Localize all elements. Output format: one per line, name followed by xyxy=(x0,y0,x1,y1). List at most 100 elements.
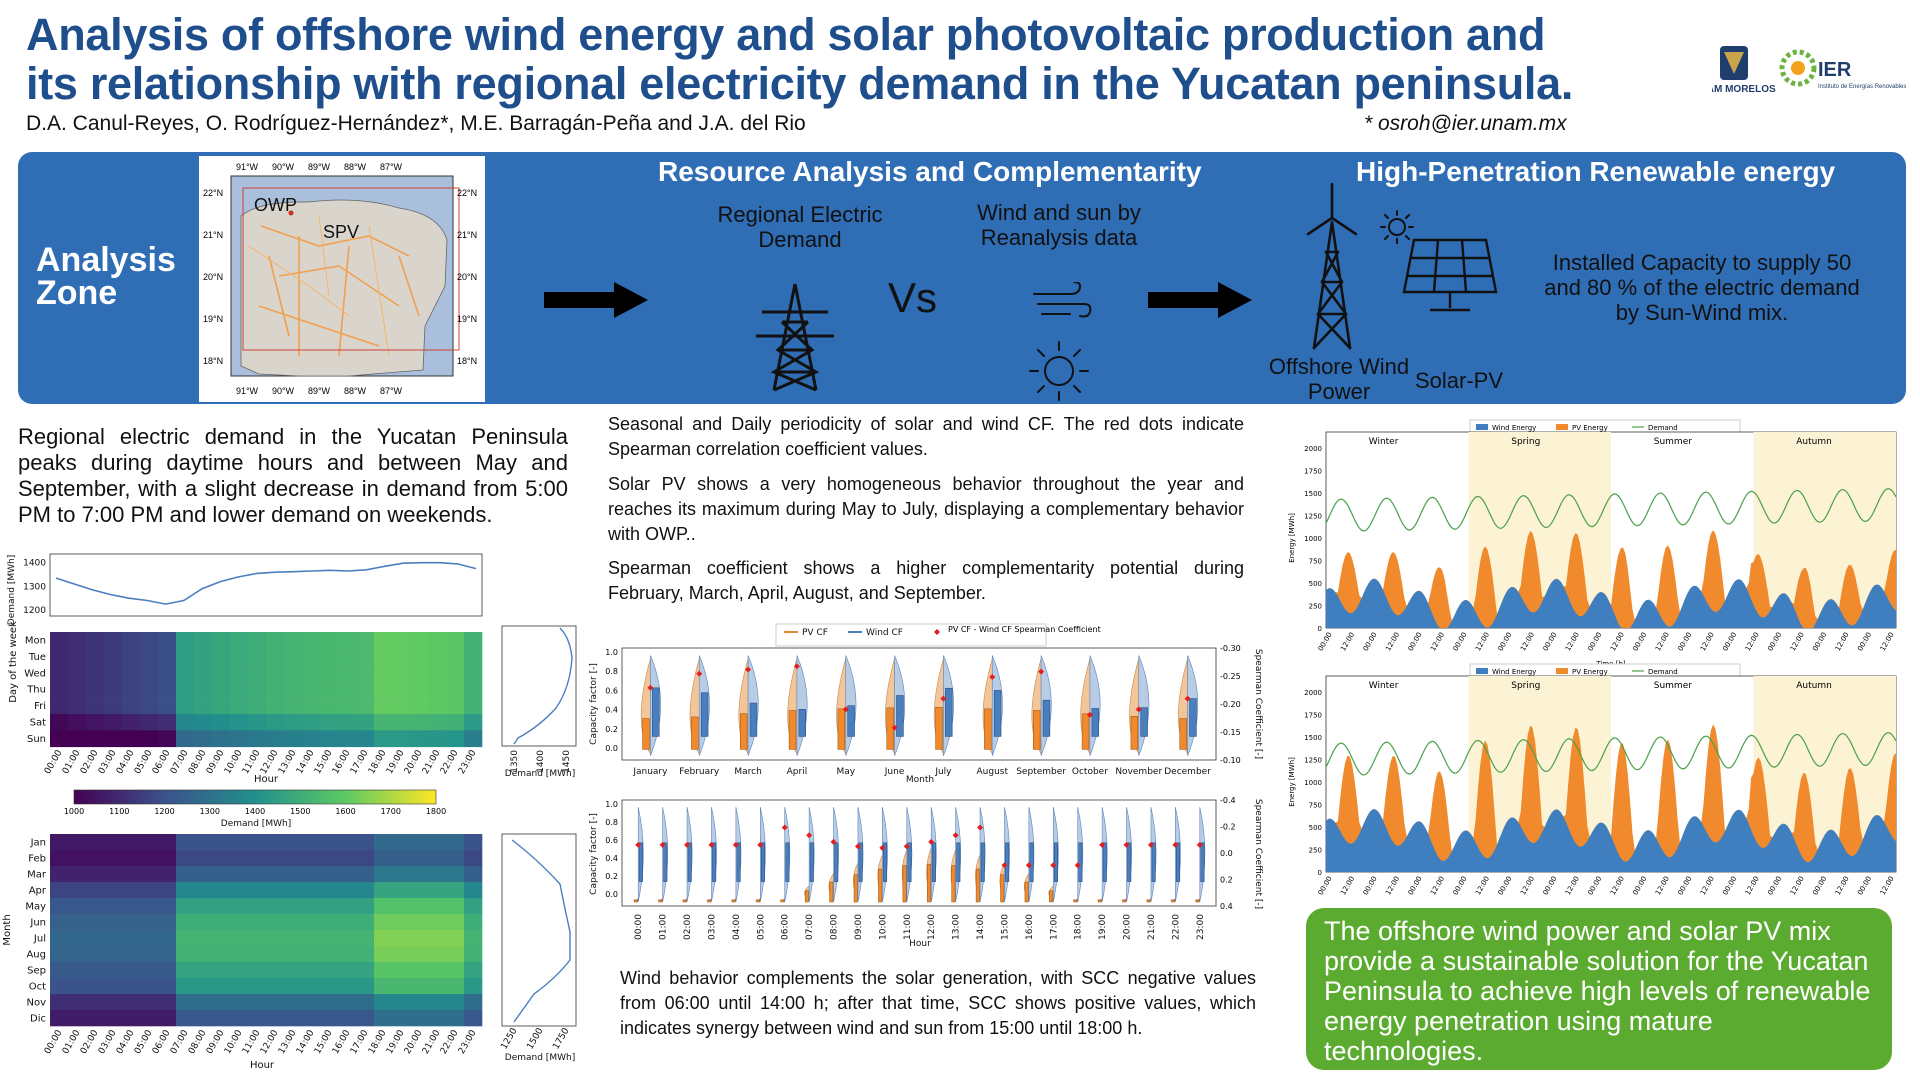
season-label: Summer xyxy=(1654,681,1692,691)
heatmap-cell xyxy=(464,714,483,731)
energy-xtick: 12:00 xyxy=(1654,875,1671,896)
heatmap-cell xyxy=(248,946,267,963)
colorbar xyxy=(73,789,437,805)
heatmap-cell xyxy=(446,681,465,698)
heatmap-cell xyxy=(428,898,447,915)
month-label: Aug xyxy=(26,950,46,961)
heatmap-cell xyxy=(446,946,465,963)
pv-box xyxy=(1179,718,1187,750)
pv-box xyxy=(634,899,639,903)
heatmap-cell xyxy=(266,866,285,883)
heatmap-cell xyxy=(428,714,447,731)
cbar-tick: 1600 xyxy=(335,807,355,816)
heatmap-cell xyxy=(176,978,195,995)
heatmap-cell xyxy=(68,850,87,867)
heatmap-cell xyxy=(464,632,483,649)
pv-box xyxy=(927,863,932,903)
pv-box xyxy=(951,865,956,903)
heatmap-cell xyxy=(50,898,69,915)
heatmap-cell xyxy=(392,994,411,1011)
energy-ytick: 1500 xyxy=(1304,490,1322,498)
line-ytick: 1400 xyxy=(23,559,46,569)
heatmap-cell xyxy=(284,1010,303,1027)
heatmap-cell xyxy=(122,882,141,899)
logos: UNAM MORELOS IER Instituto de Energías R… xyxy=(1692,44,1912,110)
energy-xtick: 12:00 xyxy=(1429,631,1446,652)
energy-xtick: 12:00 xyxy=(1699,631,1716,652)
energy-ytick: 500 xyxy=(1309,824,1322,832)
heatmap-cell xyxy=(176,882,195,899)
heatmap-cell xyxy=(248,714,267,731)
heatmap-cell xyxy=(104,914,123,931)
heatmap-cell xyxy=(446,730,465,748)
hour-label: 07:00 xyxy=(805,914,815,940)
pv-box xyxy=(642,718,650,750)
offshore-label: Offshore Wind Power xyxy=(1268,354,1410,404)
spearman-point xyxy=(1196,841,1203,848)
wind-box xyxy=(700,692,709,737)
heatmap-cell xyxy=(104,866,123,883)
heatmap-cell xyxy=(140,834,159,851)
heatmap-cell xyxy=(266,714,285,731)
map-lon-tick: 91°W xyxy=(236,386,259,396)
map-lon-tick: 87°W xyxy=(380,386,403,396)
heatmap-cell xyxy=(428,1010,447,1027)
heatmap-cell xyxy=(320,898,339,915)
pv-box xyxy=(682,899,687,903)
side1-tick: 1350 xyxy=(510,750,520,773)
heatmap-cell xyxy=(248,730,267,748)
side1-tick: 1450 xyxy=(562,750,572,773)
line-ytick: 1300 xyxy=(23,582,46,592)
season-label: Autumn xyxy=(1796,437,1832,447)
heatmap-cell xyxy=(464,962,483,979)
energy-xtick: 00:00 xyxy=(1631,631,1648,652)
heatmap-cell xyxy=(86,681,105,698)
heatmap-cell xyxy=(230,866,249,883)
energy-xtick: 00:00 xyxy=(1811,631,1828,652)
side2-tick: 1250 xyxy=(499,1026,519,1051)
energy-xtick: 12:00 xyxy=(1834,631,1851,652)
heatmap-cell xyxy=(158,930,177,947)
hour-label: 23:00 xyxy=(457,1028,479,1056)
heatmap-cell xyxy=(212,697,231,715)
day-label: Sun xyxy=(27,734,46,745)
wind-icon xyxy=(1033,282,1092,318)
spearman-point xyxy=(830,838,837,845)
demand-charts: 1400 1300 1200 Demand [MWh] Mon Tue Wed Thu Fr… xyxy=(2,553,577,1071)
heatmap-cell xyxy=(140,648,159,666)
ier-logo-text: IER xyxy=(1818,59,1852,81)
wind-box xyxy=(931,842,936,882)
energy-xtick: 00:00 xyxy=(1721,631,1738,652)
contact-email[interactable]: * osroh@ier.unam.mx xyxy=(1364,112,1567,135)
heatmap-cell xyxy=(212,930,231,947)
heatmap-cell xyxy=(266,664,285,682)
ier-logo-subtext: Instituto de Energías Renovables xyxy=(1818,84,1906,90)
heatmap-cell xyxy=(122,978,141,995)
wind-sun-label: Wind and sun by Reanalysis data xyxy=(977,200,1141,250)
heatmap-cell xyxy=(86,648,105,666)
heatmap-cell xyxy=(428,914,447,931)
heatmap-cell xyxy=(320,714,339,731)
heatmap-cell xyxy=(68,664,87,682)
heatmap-cell xyxy=(302,930,321,947)
heatmap-cell xyxy=(464,697,483,715)
heatmap-cell xyxy=(68,632,87,649)
heatmap-cell xyxy=(248,978,267,995)
heatmap-cell xyxy=(410,714,429,731)
heatmap-cell xyxy=(302,714,321,731)
energy-ylabel: Energy [MWh] xyxy=(1288,757,1296,807)
pv-box xyxy=(1146,899,1151,903)
heatmap-cell xyxy=(86,914,105,931)
day-label: Mon xyxy=(25,635,46,646)
heatmap-cell xyxy=(122,898,141,915)
month-name-label: November xyxy=(1115,767,1162,777)
month-name-label: April xyxy=(787,767,808,777)
season-label: Spring xyxy=(1511,437,1540,447)
hour-label: 17:00 xyxy=(1049,914,1059,940)
heatmap-cell xyxy=(428,962,447,979)
cbar-tick: 1200 xyxy=(154,807,174,816)
wind-box xyxy=(809,842,814,882)
heatmap-cell xyxy=(464,648,483,666)
month-label: Jan xyxy=(30,838,46,849)
wind-box xyxy=(907,842,912,882)
